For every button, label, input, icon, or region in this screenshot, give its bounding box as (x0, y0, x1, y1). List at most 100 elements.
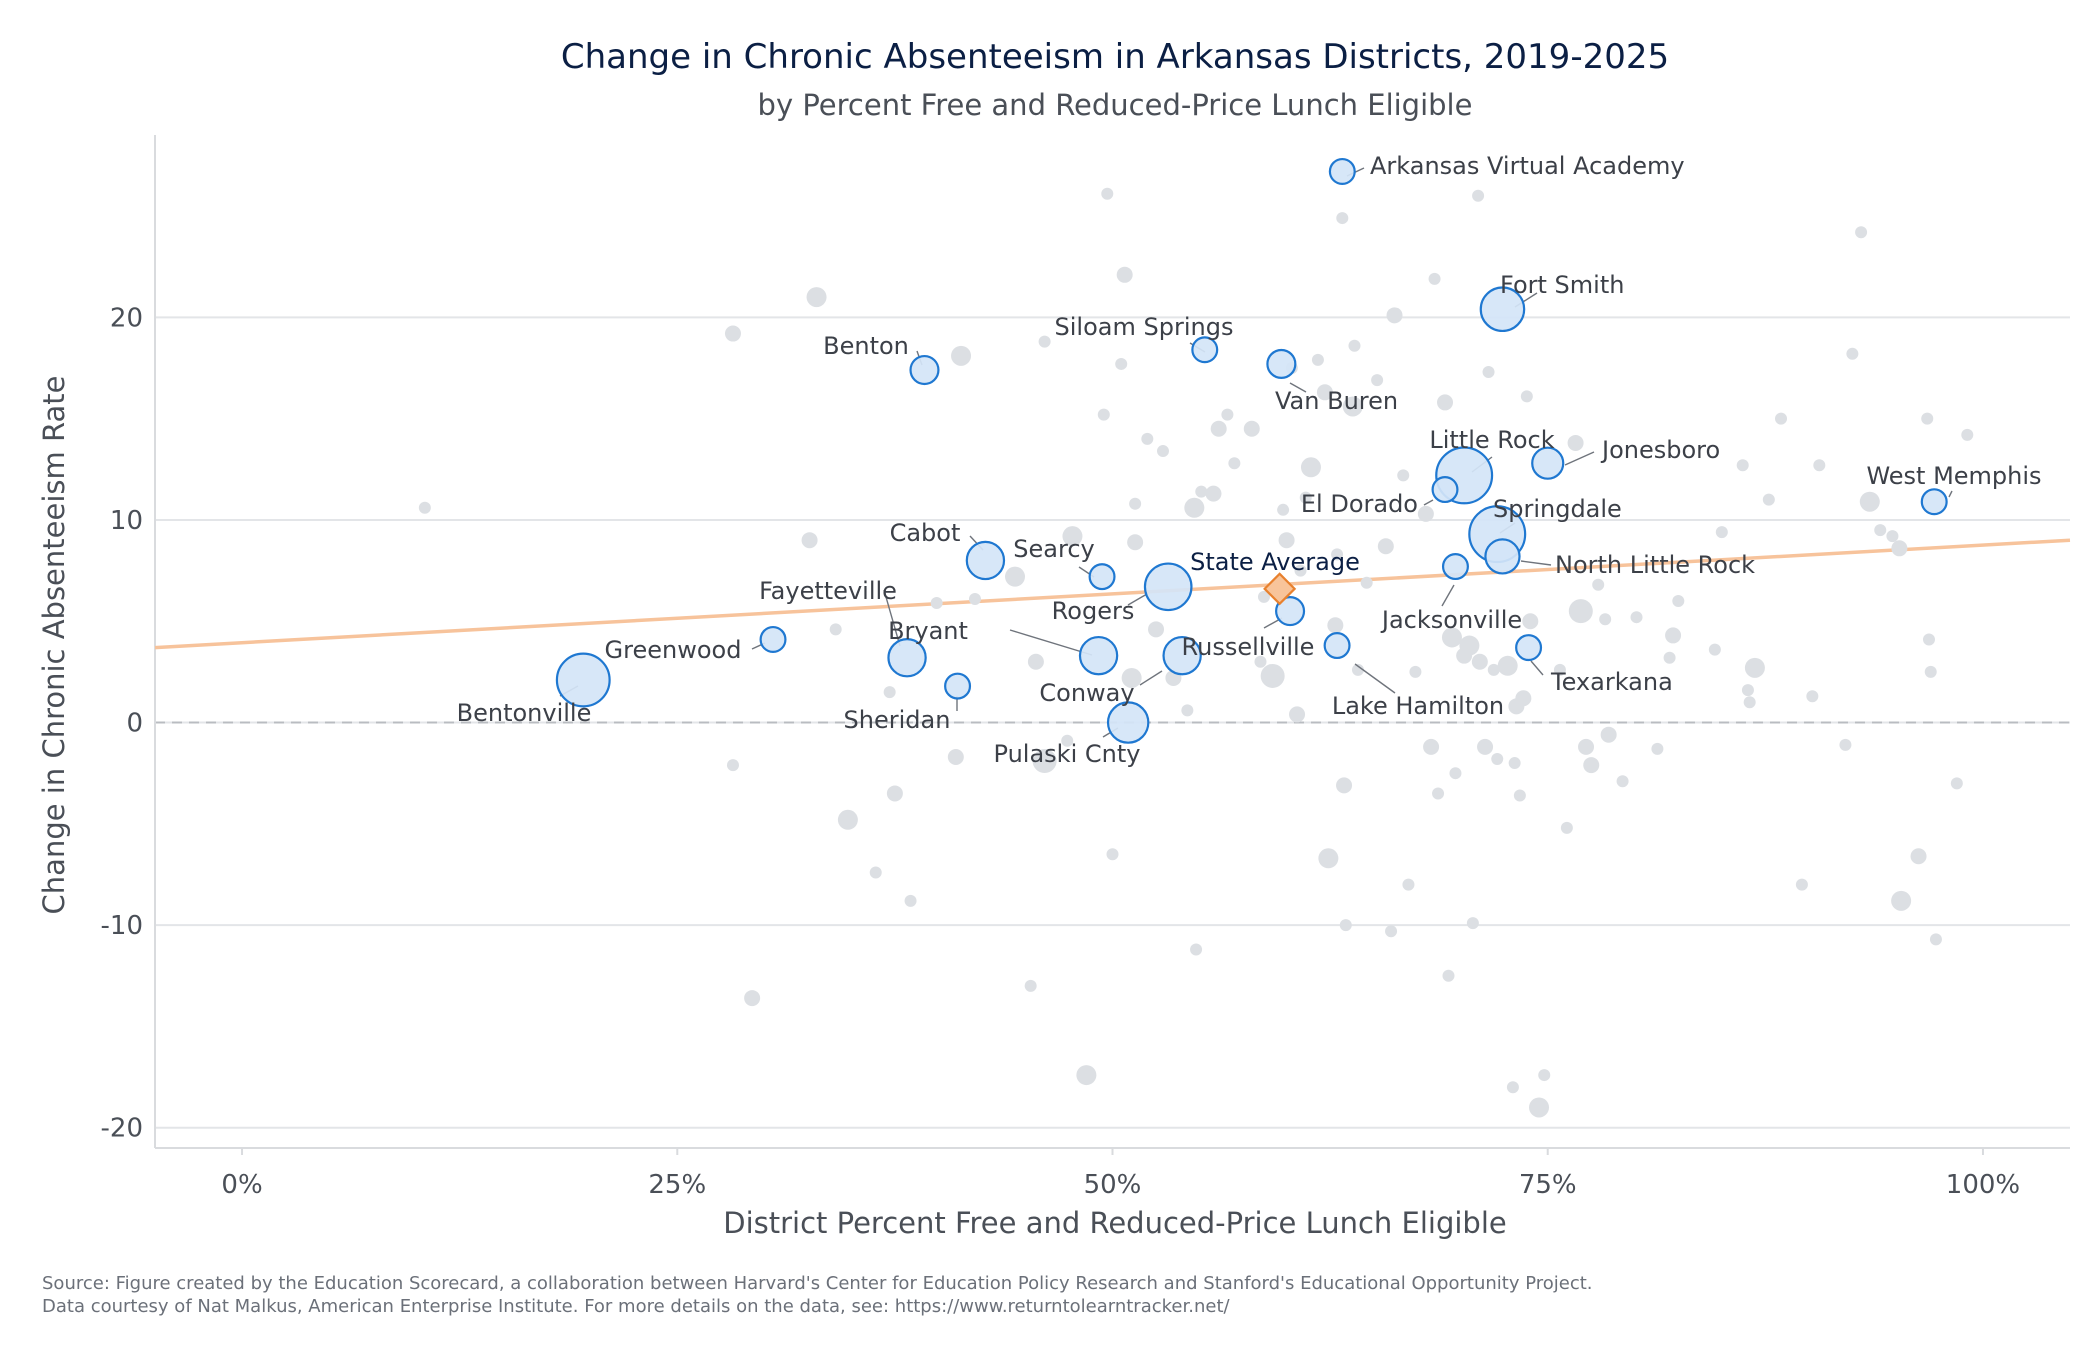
leader-line-fayetteville (883, 589, 901, 647)
district-point (1806, 690, 1819, 703)
district-point (1141, 432, 1154, 445)
district-point (1318, 848, 1339, 869)
y-tick-label: -20 (101, 1114, 143, 1144)
district-point-el-dorado (1431, 476, 1459, 504)
district-point (1277, 503, 1290, 516)
x-tick-label: 25% (648, 1170, 706, 1200)
district-point-bentonville (555, 652, 611, 708)
district-point (1386, 307, 1403, 324)
chart-subtitle: by Percent Free and Reduced-Price Lunch … (758, 88, 1473, 122)
district-label-fayetteville: Fayetteville (759, 577, 897, 605)
district-point (1437, 394, 1454, 411)
district-label-lake-hamilton: Lake Hamilton (1332, 692, 1504, 720)
district-point (951, 345, 972, 366)
district-labels: Arkansas Virtual Academy Fort Smith Siloam… (457, 152, 2042, 768)
chart-title: Change in Chronic Absenteeism in Arkansa… (561, 37, 1669, 77)
district-point-van-buren (1266, 348, 1297, 379)
district-point (1129, 497, 1142, 510)
district-point (1477, 738, 1494, 755)
district-label-russellville: Russellville (1182, 633, 1315, 661)
district-point-lake-hamilton (1323, 632, 1351, 660)
district-label-springdale: Springdale (1493, 495, 1622, 523)
district-point (1360, 576, 1373, 589)
x-tick-label: 100% (1946, 1170, 2020, 1200)
y-tick-label: 10 (110, 506, 143, 536)
state-average-marker (1263, 572, 1297, 606)
district-point-searcy (1088, 563, 1116, 591)
district-label-fort-smith: Fort Smith (1500, 271, 1624, 299)
leader-line-jacksonville (1441, 584, 1455, 607)
trend-line-layer (154, 538, 2071, 650)
district-point-jacksonville (1441, 553, 1469, 581)
district-point (1371, 374, 1384, 387)
district-point (1910, 848, 1927, 865)
source-line-2: Data courtesy of Nat Malkus, American En… (42, 1296, 1230, 1317)
district-label-rogers: Rogers (1052, 597, 1135, 625)
district-point (1592, 578, 1605, 591)
district-point-texarkana (1515, 634, 1543, 662)
district-point (1076, 1065, 1097, 1086)
district-point (947, 748, 964, 765)
district-label-jacksonville: Jacksonville (1380, 606, 1522, 634)
leader-line-el-dorado (1423, 499, 1434, 506)
district-point (1210, 420, 1227, 437)
district-point (930, 597, 943, 610)
district-point-cabot (965, 540, 1006, 581)
y-tick-label: 20 (110, 303, 143, 333)
district-point (1316, 384, 1333, 401)
district-point (869, 866, 882, 879)
district-point-siloam-springs (1191, 336, 1219, 364)
district-point (1327, 617, 1344, 634)
district-point (1299, 491, 1312, 504)
district-point (1127, 534, 1144, 551)
district-point (1423, 738, 1440, 755)
district-point (1921, 412, 1934, 425)
district-point (1513, 789, 1526, 802)
district-label-texarkana: Texarkana (1550, 668, 1673, 696)
district-point (1385, 925, 1398, 938)
district-point (1205, 485, 1222, 502)
district-point (1839, 738, 1852, 751)
district-point (1027, 653, 1044, 670)
district-point (1529, 1097, 1550, 1118)
district-point (1409, 665, 1422, 678)
district-point (1744, 657, 1765, 678)
district-point (1471, 653, 1488, 670)
district-label-pulaski-cnty: Pulaski Cnty (994, 740, 1141, 768)
district-point (886, 785, 903, 802)
district-point-russellville (1275, 596, 1306, 627)
district-point (1599, 613, 1612, 626)
district-point (1005, 566, 1026, 587)
district-point (1663, 651, 1676, 664)
leader-line-conway (1139, 670, 1163, 686)
district-point (1950, 777, 1963, 790)
district-point-bryant (1078, 635, 1119, 676)
district-point (1961, 428, 1974, 441)
district-point (1181, 704, 1194, 717)
district-point (1289, 706, 1306, 723)
district-point (1560, 821, 1573, 834)
district-point (1156, 445, 1169, 458)
district-point-north-little-rock (1484, 538, 1521, 575)
x-tick-label: 50% (1084, 1170, 1142, 1200)
district-point (1813, 459, 1826, 472)
district-point (1428, 272, 1441, 285)
district-point (726, 759, 739, 772)
district-label-siloam-springs: Siloam Springs (1055, 313, 1234, 341)
district-point (1891, 890, 1912, 911)
district-point (1736, 459, 1749, 472)
district-point (1578, 738, 1595, 755)
district-point (1708, 643, 1721, 656)
district-point (1195, 485, 1208, 498)
trend-line (154, 538, 2071, 650)
district-point (1506, 1081, 1519, 1094)
district-point (1351, 663, 1364, 676)
district-point (1402, 878, 1415, 891)
district-label-conway: Conway (1039, 679, 1134, 707)
district-point (1190, 943, 1203, 956)
axes: 20 10 0 -10 -20 0% 25% 50% 75% 100% (101, 135, 2070, 1200)
district-point (1038, 335, 1051, 348)
district-point (1482, 366, 1495, 379)
district-label-cabot: Cabot (890, 519, 961, 547)
